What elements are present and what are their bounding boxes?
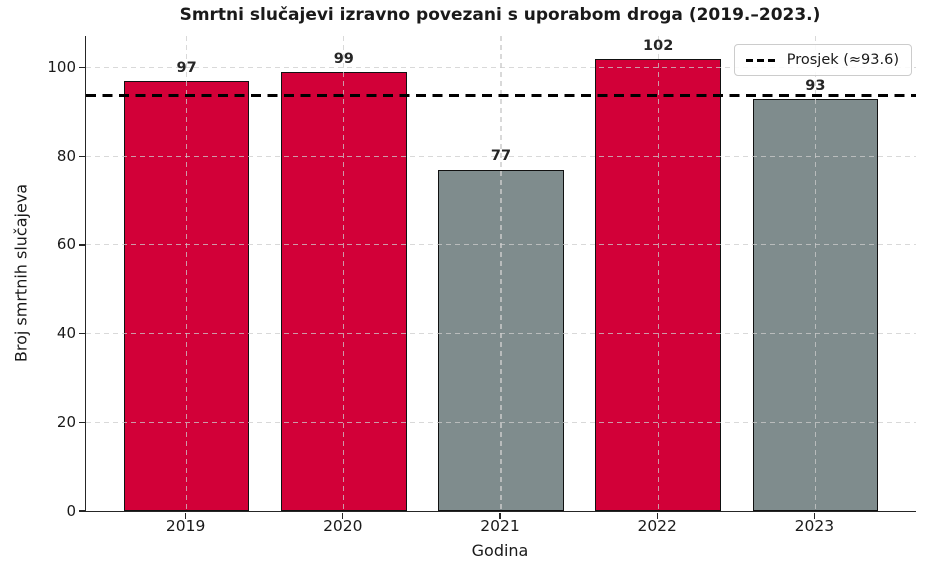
xtick-2021 bbox=[499, 512, 501, 519]
ytick-80 bbox=[79, 155, 85, 157]
ytick-20 bbox=[79, 421, 85, 423]
xtick-label-2022: 2022 bbox=[637, 517, 677, 535]
xtick-label-2019: 2019 bbox=[165, 517, 206, 535]
xtick-label-2020: 2020 bbox=[323, 517, 363, 535]
gridline-v-2020 bbox=[343, 36, 345, 511]
value-label-2021: 77 bbox=[490, 148, 512, 165]
xtick-2019 bbox=[184, 512, 187, 519]
ytick-label-40: 40 bbox=[56, 324, 76, 343]
xtick-2020 bbox=[342, 512, 344, 519]
xtick-2022 bbox=[656, 512, 658, 519]
ytick-label-80: 80 bbox=[56, 146, 76, 165]
xtick-2023 bbox=[813, 512, 816, 519]
gridline-v-2022 bbox=[657, 36, 659, 511]
value-label-2022: 102 bbox=[643, 37, 674, 54]
x-axis-label: Godina bbox=[471, 541, 529, 560]
ytick-0 bbox=[79, 510, 85, 512]
gridline-v-2023 bbox=[814, 36, 816, 511]
legend: Prosjek (≈93.6) bbox=[733, 44, 912, 76]
gridline-v-2021 bbox=[500, 36, 502, 511]
ytick-label-100: 100 bbox=[47, 57, 76, 76]
ytick-label-0: 0 bbox=[66, 501, 76, 520]
ytick-label-60: 60 bbox=[56, 235, 76, 254]
ytick-label-20: 20 bbox=[56, 412, 76, 431]
ytick-60 bbox=[79, 244, 85, 246]
xtick-label-2021: 2021 bbox=[480, 517, 520, 535]
value-label-2019: 97 bbox=[176, 59, 197, 76]
value-label-2023: 93 bbox=[805, 77, 826, 94]
ytick-40 bbox=[79, 332, 85, 335]
ytick-100 bbox=[79, 66, 85, 69]
legend-label: Prosjek (≈93.6) bbox=[786, 52, 899, 68]
chart-title: Smrtni slučajevi izravno povezani s upor… bbox=[179, 5, 821, 25]
xtick-label-2023: 2023 bbox=[794, 517, 835, 535]
average-line bbox=[86, 94, 916, 98]
value-label-2020: 99 bbox=[333, 50, 354, 67]
dashed-line-icon bbox=[745, 58, 776, 62]
plot-area: 97 99 77 102 93 Prosjek (≈93.6) bbox=[85, 36, 916, 512]
gridline-v-2019 bbox=[186, 36, 188, 511]
